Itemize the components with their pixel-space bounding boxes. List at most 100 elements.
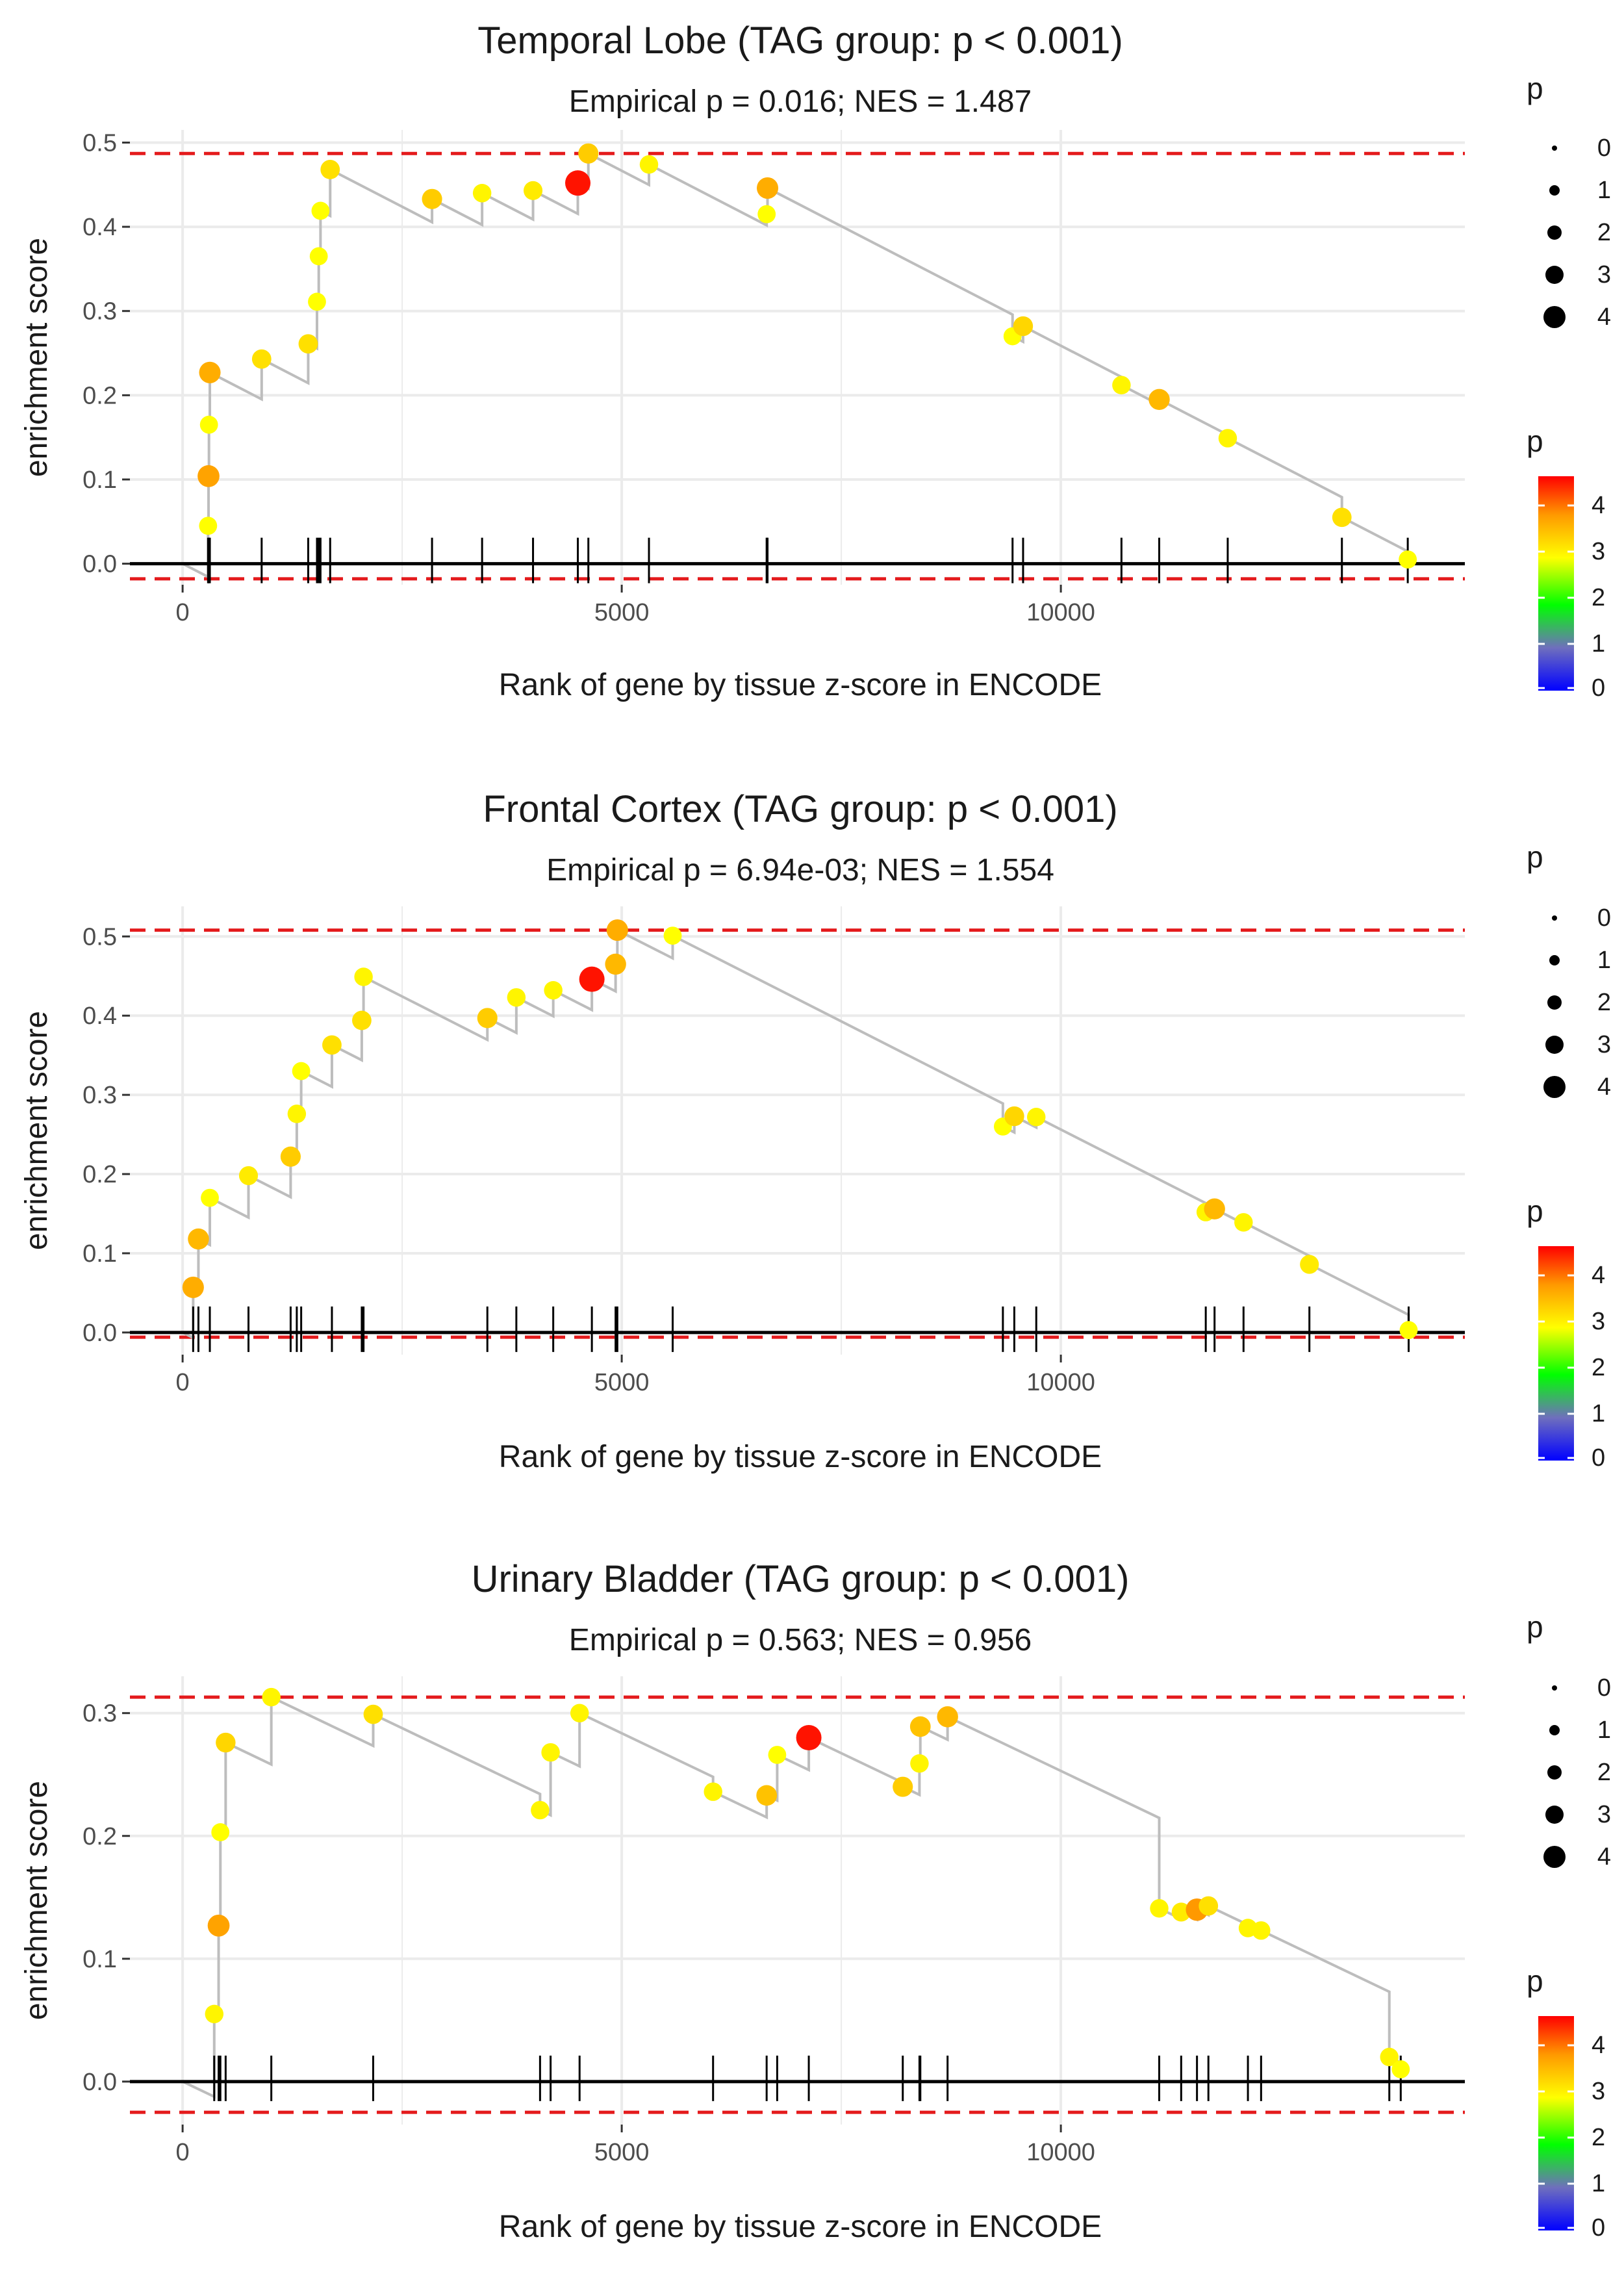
chart-subtitle: Empirical p = 6.94e-03; NES = 1.554 <box>546 853 1054 888</box>
size-legend-label: 1 <box>1597 1717 1611 1744</box>
es-point <box>893 1776 913 1797</box>
color-legend-label: 0 <box>1592 1444 1605 1472</box>
es-point <box>1004 1106 1024 1127</box>
y-axis-label: enrichment score <box>19 1011 54 1250</box>
es-point <box>663 926 682 945</box>
es-point <box>188 1228 209 1250</box>
y-tick-label: 0.4 <box>82 1003 117 1030</box>
plot-area: 0.0 0.1 0.2 0.3 0 5000 10000 <box>82 1676 1465 2166</box>
size-legend-label: 3 <box>1597 1031 1611 1058</box>
size-legend-dot <box>1543 1846 1566 1868</box>
size-legend-dot <box>1549 185 1560 196</box>
size-legend-dot <box>1545 266 1564 284</box>
es-point <box>182 1276 204 1298</box>
es-point <box>1391 2060 1410 2078</box>
size-legend-label: 4 <box>1597 303 1611 331</box>
es-point <box>292 1062 311 1080</box>
es-point <box>605 953 626 975</box>
running-es-line <box>182 1694 1402 2099</box>
es-point <box>1112 376 1131 395</box>
es-point <box>544 980 563 1000</box>
es-point <box>565 170 591 196</box>
x-tick-label: 0 <box>176 2139 190 2166</box>
size-legend-dot <box>1547 995 1562 1010</box>
es-point <box>472 183 492 203</box>
panel-frontal-cortex: Frontal Cortex (TAG group: p < 0.001) Em… <box>19 788 1611 1474</box>
size-legend: p 0 1 2 3 4 <box>1527 1610 1611 1871</box>
x-tick-label: 10000 <box>1026 1369 1095 1396</box>
es-point <box>262 1687 281 1707</box>
es-point <box>1148 389 1170 411</box>
es-point <box>477 1008 498 1028</box>
plot-area: 0.0 0.1 0.2 0.3 0.4 0.5 0 5000 10000 <box>82 129 1465 626</box>
es-point <box>1013 316 1034 337</box>
size-legend-dot <box>1552 1685 1557 1691</box>
es-point <box>322 1035 342 1055</box>
size-legend-title: p <box>1527 840 1543 874</box>
es-point <box>796 1725 822 1751</box>
es-point <box>354 967 373 986</box>
es-point <box>768 1746 787 1764</box>
size-legend-label: 4 <box>1597 1843 1611 1871</box>
size-legend-dot <box>1543 306 1566 328</box>
size-legend-label: 1 <box>1597 177 1611 204</box>
color-legend-bar <box>1538 2016 1574 2230</box>
es-point <box>639 155 659 174</box>
size-legend-dot <box>1549 955 1560 965</box>
color-legend-label: 1 <box>1592 1400 1605 1427</box>
x-tick-label: 5000 <box>594 599 650 626</box>
color-legend-label: 1 <box>1592 2170 1605 2197</box>
y-tick-label: 0.1 <box>82 1240 117 1268</box>
chart-title: Urinary Bladder (TAG group: p < 0.001) <box>472 1558 1130 1600</box>
es-point <box>1234 1213 1253 1232</box>
es-point <box>199 517 218 535</box>
es-point <box>1171 1902 1191 1922</box>
x-axis-label: Rank of gene by tissue z-score in ENCODE <box>499 668 1102 702</box>
chart-subtitle: Empirical p = 0.016; NES = 1.487 <box>569 84 1032 119</box>
size-legend-title: p <box>1527 1610 1543 1644</box>
size-legend-label: 0 <box>1597 1674 1611 1702</box>
es-point <box>199 415 218 434</box>
x-tick-label: 5000 <box>594 2139 650 2166</box>
es-point <box>1332 507 1352 528</box>
es-point <box>308 292 326 311</box>
size-legend-label: 3 <box>1597 261 1611 288</box>
y-tick-label: 0.4 <box>82 214 117 241</box>
es-point <box>756 1785 778 1806</box>
y-axis-label: enrichment score <box>19 1781 54 2020</box>
es-point <box>205 2004 224 2024</box>
es-point <box>197 465 220 487</box>
es-point <box>280 1146 301 1167</box>
es-point <box>523 181 543 200</box>
size-legend-label: 0 <box>1597 134 1611 162</box>
es-point <box>1380 2047 1399 2067</box>
size-legend-dot <box>1545 1036 1564 1054</box>
es-point <box>201 1188 219 1207</box>
y-axis-label: enrichment score <box>19 238 54 477</box>
y-tick-label: 0.0 <box>82 551 117 578</box>
size-legend-label: 2 <box>1597 219 1611 246</box>
chart-title: Frontal Cortex (TAG group: p < 0.001) <box>483 788 1117 830</box>
es-point <box>570 1704 589 1722</box>
plot-area: 0.0 0.1 0.2 0.3 0.4 0.5 0 5000 10000 <box>82 906 1465 1396</box>
es-point <box>211 1823 230 1841</box>
y-tick-label: 0.0 <box>82 2069 117 2096</box>
color-legend-label: 0 <box>1592 674 1605 702</box>
color-legend-label: 2 <box>1592 2124 1605 2151</box>
es-point <box>541 1743 560 1762</box>
x-tick-label: 5000 <box>594 1369 650 1396</box>
es-point <box>251 349 272 369</box>
es-point <box>704 1782 722 1801</box>
y-tick-label: 0.3 <box>82 1082 117 1109</box>
size-legend-dot <box>1547 1765 1562 1780</box>
running-es-line <box>182 928 1410 1340</box>
size-legend-dot <box>1547 225 1562 240</box>
color-legend: p 4 3 2 1 0 <box>1527 1964 1605 2242</box>
color-legend: p 4 3 2 1 0 <box>1527 1194 1605 1472</box>
panel-temporal-lobe: Temporal Lobe (TAG group: p < 0.001) Emp… <box>19 19 1611 702</box>
es-point <box>1300 1255 1319 1274</box>
es-point <box>579 966 605 992</box>
size-legend-label: 4 <box>1597 1073 1611 1101</box>
color-legend-label: 4 <box>1592 492 1605 519</box>
y-tick-label: 0.3 <box>82 298 117 326</box>
